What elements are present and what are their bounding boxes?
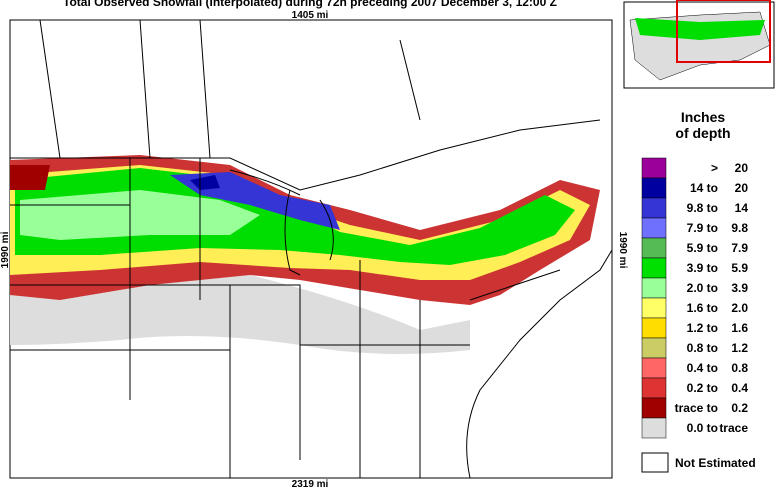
inset-highlight <box>676 0 771 63</box>
legend-low: > <box>711 161 718 175</box>
dark-red-area <box>10 165 50 190</box>
legend-high: 3.9 <box>731 281 748 295</box>
legend-swatch <box>641 357 667 379</box>
legend-low: 2.0 to <box>687 281 718 295</box>
legend-low: 5.9 to <box>687 241 718 255</box>
legend-low: 0.0 to <box>687 421 718 435</box>
legend-swatch <box>641 277 667 299</box>
legend-swatch <box>641 237 667 259</box>
legend-high: 0.8 <box>731 361 748 375</box>
bottom-scale: 2319 mi <box>292 479 329 490</box>
top-scale: 1405 mi <box>292 10 329 21</box>
not-estimated-label: Not Estimated <box>675 456 756 470</box>
legend-high: trace <box>719 421 748 435</box>
main-map <box>9 19 613 479</box>
legend-swatch <box>641 317 667 339</box>
legend-high: 7.9 <box>731 241 748 255</box>
legend-high: 9.8 <box>731 221 748 235</box>
legend-swatch <box>641 157 667 179</box>
legend-swatch <box>641 297 667 319</box>
legend-swatch <box>641 177 667 199</box>
legend-high: 2.0 <box>731 301 748 315</box>
legend-low: 1.2 to <box>687 321 718 335</box>
legend-swatch <box>641 377 667 399</box>
legend-low: 3.9 to <box>687 261 718 275</box>
title: Total Observed Snowfall (Interpolated) d… <box>63 0 557 9</box>
legend-low: 0.8 to <box>687 341 718 355</box>
left-scale: 1990 mi <box>0 231 11 268</box>
legend-low: 14 to <box>690 181 718 195</box>
legend-high: 1.2 <box>731 341 748 355</box>
legend-low: 9.8 to <box>687 201 718 215</box>
legend-low: 0.4 to <box>687 361 718 375</box>
trace-area <box>10 250 470 354</box>
legend: >20 14 to 20 9.8 to 14 7.9 to 9.8 5.9 to 7.9 3.9 … <box>641 157 749 439</box>
legend-swatch <box>641 217 667 239</box>
legend-high: 14 <box>735 201 749 215</box>
legend-swatch <box>641 397 667 419</box>
boundaries <box>10 19 613 479</box>
inset-map <box>623 0 775 89</box>
inset-snow <box>635 18 765 40</box>
dark-blue-area <box>190 175 220 190</box>
legend-swatch <box>641 337 667 359</box>
legend-high: 0.4 <box>731 381 748 395</box>
not-estimated-swatch <box>641 452 669 473</box>
legend-low: 1.6 to <box>687 301 718 315</box>
legend-high: 0.2 <box>731 401 748 415</box>
legend-title-line2: of depth <box>675 125 730 141</box>
legend-title-line1: Inches <box>681 109 726 125</box>
legend-low: 7.9 to <box>687 221 718 235</box>
right-scale: 1990 mi <box>617 232 628 269</box>
legend-high: 20 <box>735 181 749 195</box>
legend-low: trace to <box>675 401 718 415</box>
legend-low: 0.2 to <box>687 381 718 395</box>
legend-swatch <box>641 197 667 219</box>
legend-high: 5.9 <box>731 261 748 275</box>
legend-swatch <box>641 417 667 439</box>
legend-high: 20 <box>735 161 749 175</box>
legend-swatch <box>641 257 667 279</box>
legend-high: 1.6 <box>731 321 748 335</box>
